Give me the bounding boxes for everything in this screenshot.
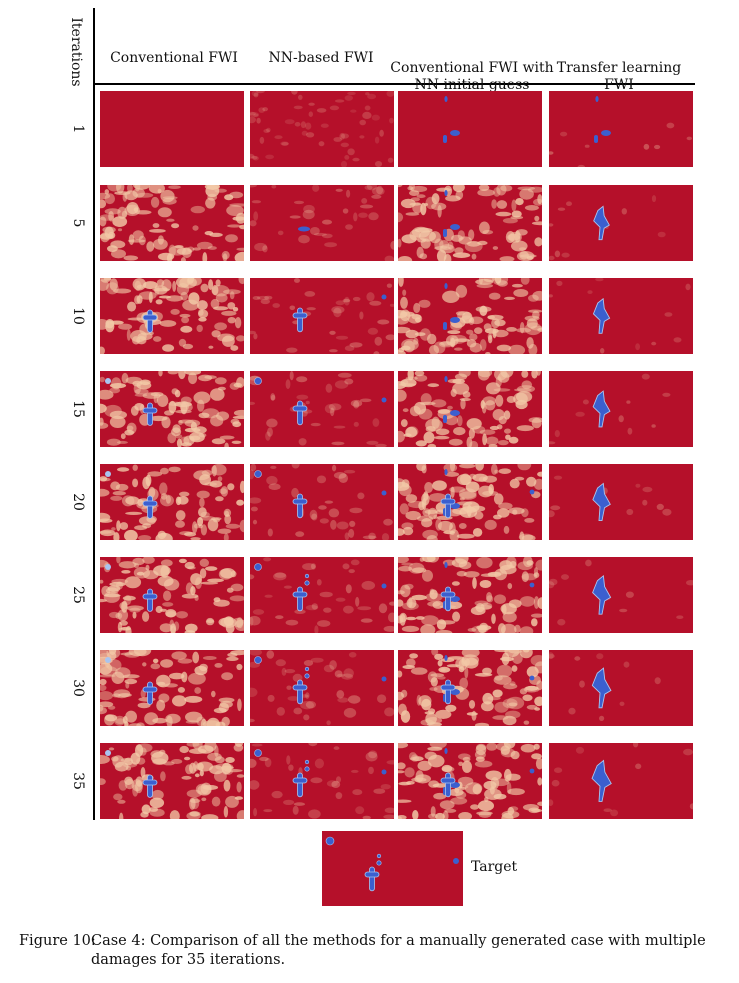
panel-col1-row2 bbox=[100, 185, 244, 261]
panel-col2-row6 bbox=[250, 557, 394, 633]
row-label-text: 20 bbox=[70, 493, 86, 511]
panel-col4-row6 bbox=[549, 557, 693, 633]
column-header-nn-fwi: NN-based FWI bbox=[251, 50, 391, 67]
caption-line-1: Case 4: Comparison of all the methods fo… bbox=[91, 933, 706, 949]
panel-col2-row8 bbox=[250, 743, 394, 819]
iterations-axis-title: Iterations bbox=[61, 12, 91, 92]
figure-number: Figure 10: bbox=[19, 933, 96, 949]
row-label-20: 20 bbox=[64, 482, 92, 522]
caption-line-2: damages for 35 iterations. bbox=[91, 952, 286, 968]
vertical-divider bbox=[93, 8, 95, 820]
panel-col2-row2 bbox=[250, 185, 394, 261]
panel-col1-row8 bbox=[100, 743, 244, 819]
panel-col2-row1 bbox=[250, 91, 394, 167]
panel-col3-row6 bbox=[398, 557, 542, 633]
row-label-text: 15 bbox=[70, 400, 86, 418]
row-label-35: 35 bbox=[64, 761, 92, 801]
row-label-text: 30 bbox=[70, 679, 86, 697]
header-divider bbox=[93, 83, 695, 85]
panel-col4-row8 bbox=[549, 743, 693, 819]
panel-col3-row3 bbox=[398, 278, 542, 354]
row-label-text: 10 bbox=[70, 307, 86, 325]
panel-col4-row7 bbox=[549, 650, 693, 726]
row-label-5: 5 bbox=[64, 203, 92, 243]
target-image bbox=[322, 831, 463, 906]
panel-col2-row4 bbox=[250, 371, 394, 447]
panel-col4-row3 bbox=[549, 278, 693, 354]
column-header-conventional-fwi: Conventional FWI bbox=[103, 50, 245, 67]
row-label-text: 35 bbox=[70, 772, 86, 790]
column-header-text: NN-based FWI bbox=[268, 50, 374, 66]
column-header-transfer-learning: Transfer learning FWI bbox=[548, 43, 690, 94]
panel-col2-row7 bbox=[250, 650, 394, 726]
panel-col1-row3 bbox=[100, 278, 244, 354]
panel-col4-row4 bbox=[549, 371, 693, 447]
column-header-conventional-nn-guess: Conventional FWI with NN initial guess bbox=[389, 43, 555, 94]
panel-col2-row3 bbox=[250, 278, 394, 354]
panel-col1-row4 bbox=[100, 371, 244, 447]
row-label-text: 5 bbox=[70, 218, 86, 228]
panel-col3-row4 bbox=[398, 371, 542, 447]
panel-col1-row7 bbox=[100, 650, 244, 726]
panel-col4-row5 bbox=[549, 464, 693, 540]
target-label: Target bbox=[471, 859, 518, 875]
row-label-30: 30 bbox=[64, 668, 92, 708]
panel-col1-row5 bbox=[100, 464, 244, 540]
panel-col4-row1 bbox=[549, 91, 693, 167]
panel-col3-row8 bbox=[398, 743, 542, 819]
panel-col3-row1 bbox=[398, 91, 542, 167]
panel-col3-row2 bbox=[398, 185, 542, 261]
panel-col1-row1 bbox=[100, 91, 244, 167]
column-header-text: Conventional FWI with NN initial guess bbox=[390, 60, 554, 93]
panel-col3-row7 bbox=[398, 650, 542, 726]
row-label-25: 25 bbox=[64, 575, 92, 615]
row-label-10: 10 bbox=[64, 296, 92, 336]
panel-col3-row5 bbox=[398, 464, 542, 540]
column-header-text: Conventional FWI bbox=[110, 50, 238, 66]
row-label-1: 1 bbox=[64, 109, 92, 149]
row-label-15: 15 bbox=[64, 389, 92, 429]
iterations-axis-title-text: Iterations bbox=[68, 17, 84, 87]
column-header-text: Transfer learning FWI bbox=[556, 60, 682, 93]
panel-col1-row6 bbox=[100, 557, 244, 633]
panel-col2-row5 bbox=[250, 464, 394, 540]
target-panel bbox=[322, 831, 463, 906]
panel-col4-row2 bbox=[549, 185, 693, 261]
row-label-text: 1 bbox=[70, 124, 86, 134]
row-label-text: 25 bbox=[70, 586, 86, 604]
